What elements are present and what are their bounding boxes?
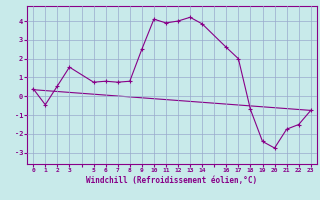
X-axis label: Windchill (Refroidissement éolien,°C): Windchill (Refroidissement éolien,°C)	[86, 176, 258, 185]
